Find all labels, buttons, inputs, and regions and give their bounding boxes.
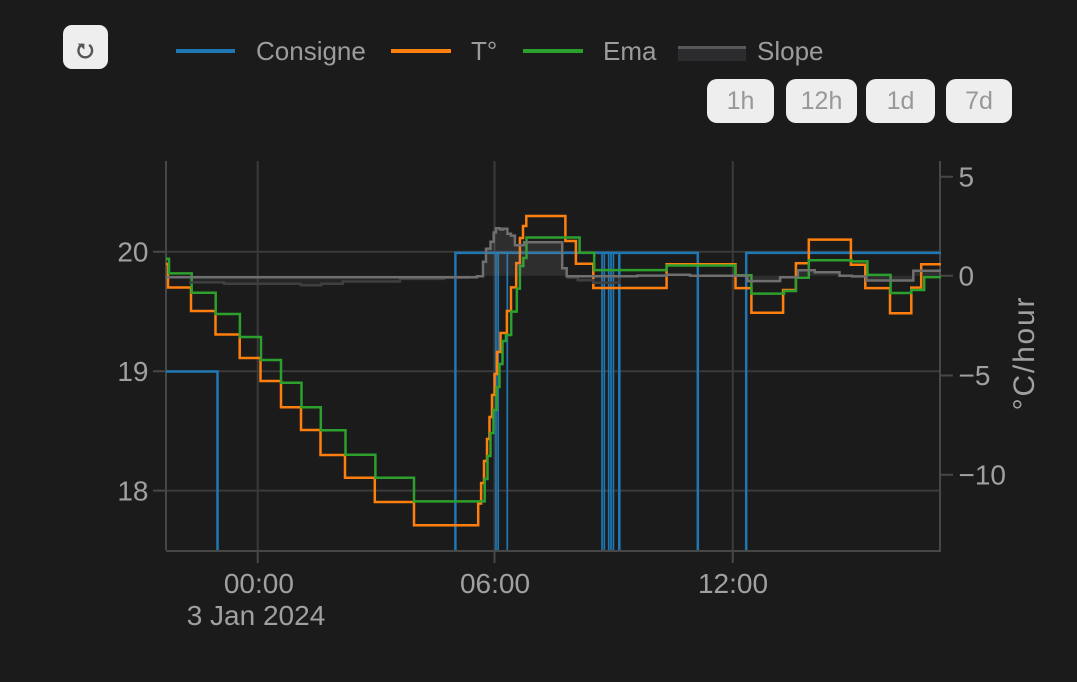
svg-text:06:00: 06:00: [460, 568, 530, 599]
svg-text:°C/hour: °C/hour: [1008, 296, 1041, 411]
svg-text:5: 5: [959, 161, 975, 192]
svg-text:20: 20: [117, 236, 148, 267]
svg-text:3 Jan 2024: 3 Jan 2024: [187, 600, 326, 631]
svg-text:00:00: 00:00: [224, 568, 294, 599]
svg-text:12:00: 12:00: [698, 568, 768, 599]
svg-text:0: 0: [959, 260, 975, 291]
svg-text:−10: −10: [959, 460, 1007, 491]
svg-text:18: 18: [117, 475, 148, 506]
svg-text:−5: −5: [959, 360, 991, 391]
svg-text:19: 19: [117, 356, 148, 387]
